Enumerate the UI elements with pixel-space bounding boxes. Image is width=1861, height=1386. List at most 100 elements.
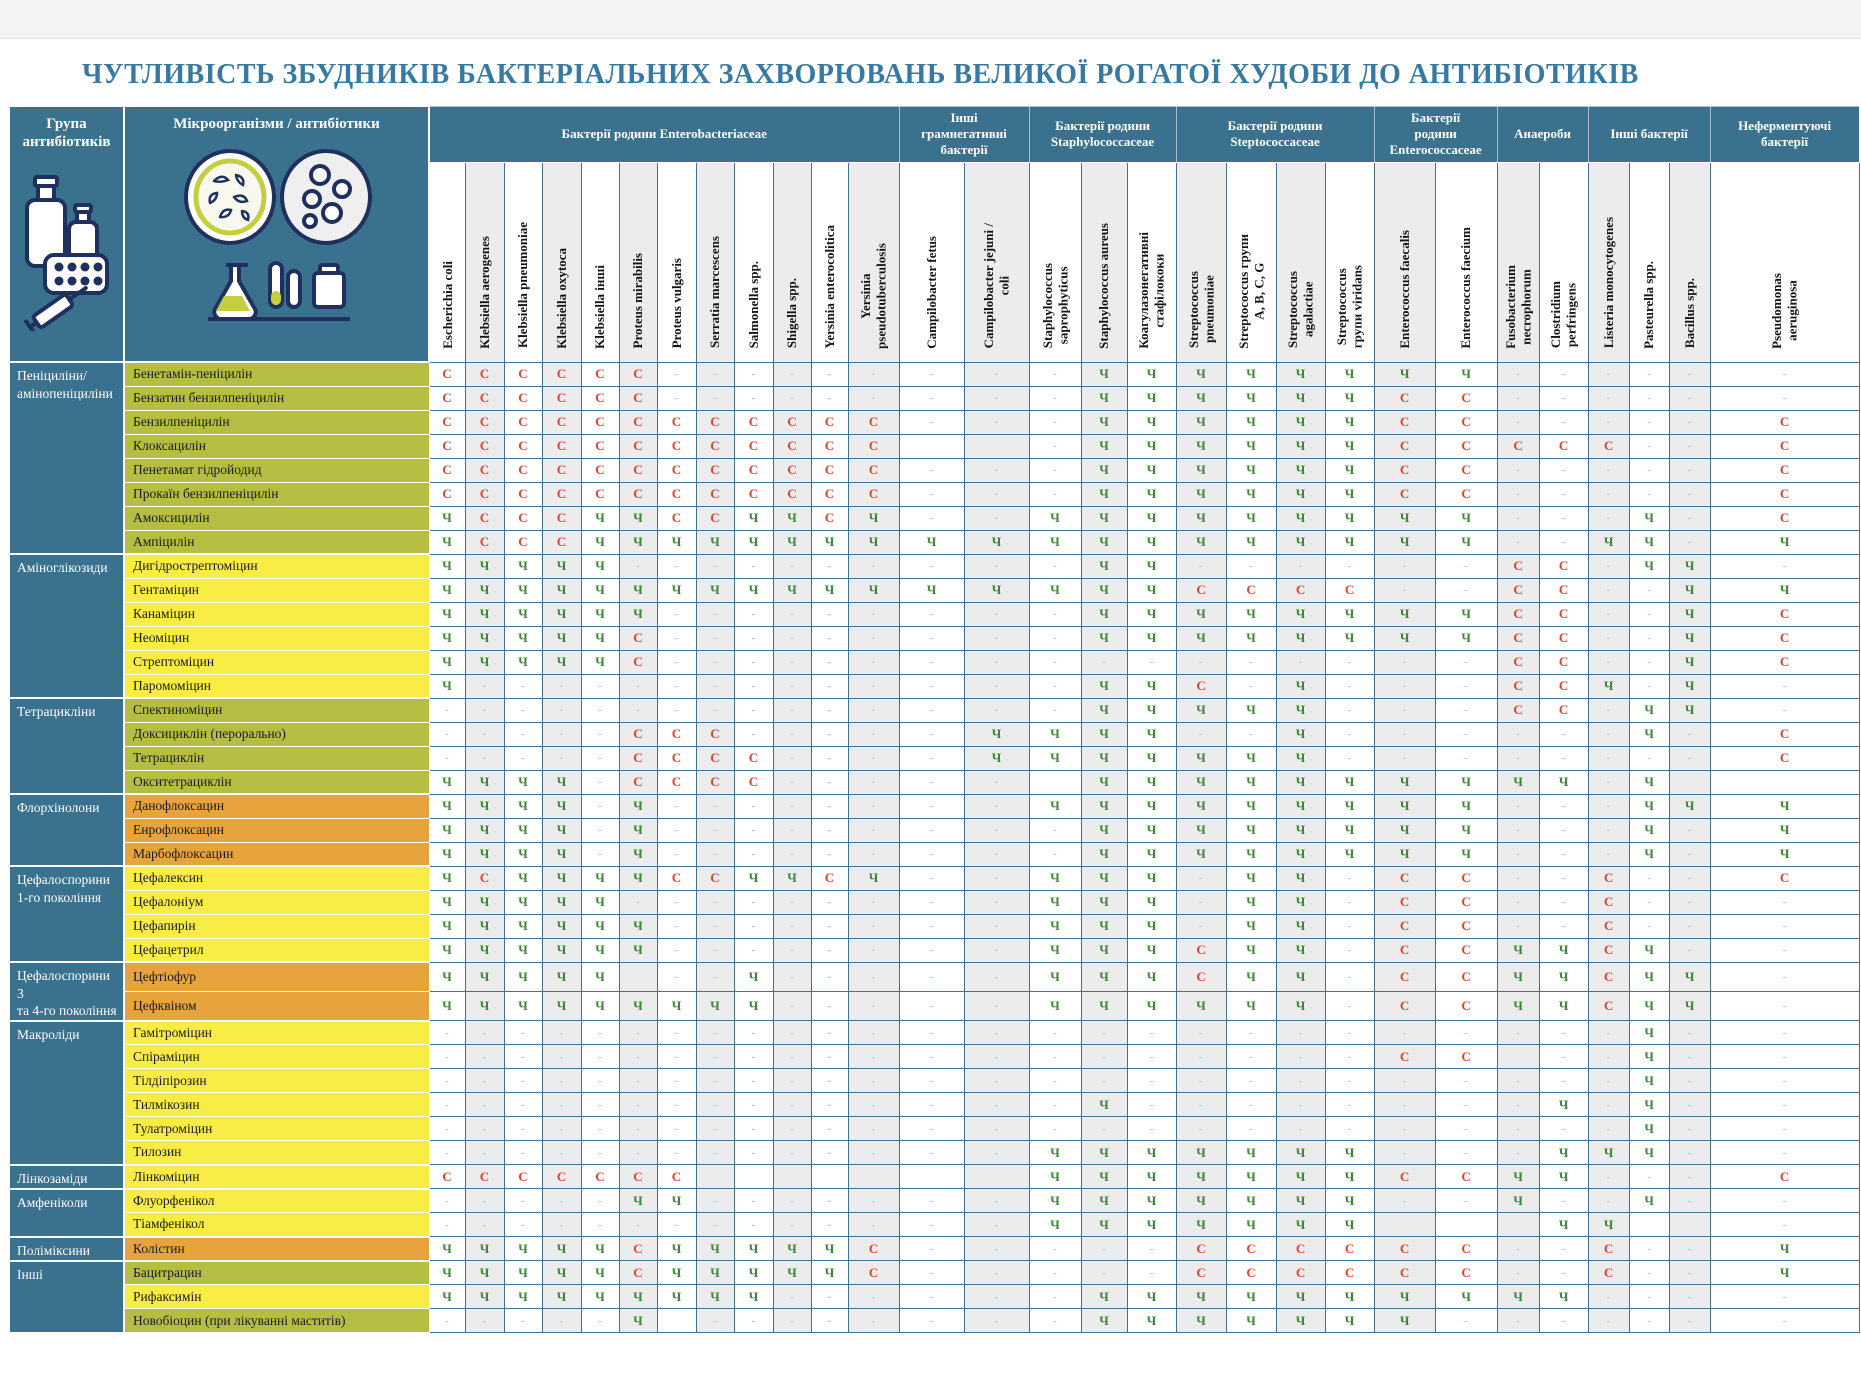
sensitivity-cell: - — [1668, 1164, 1711, 1190]
sensitivity-cell: - — [1434, 697, 1498, 723]
sensitivity-cell: - — [580, 1140, 620, 1166]
sensitivity-cell: Ч — [503, 793, 543, 819]
sensitivity-cell: - — [1668, 1284, 1711, 1310]
bacteria-name-label: Streptococcus групи A, B, C, G — [1235, 233, 1267, 349]
sensitivity-cell: С — [503, 361, 543, 387]
sensitivity-cell: - — [1668, 841, 1711, 867]
sensitivity-cell: - — [1126, 1116, 1177, 1142]
sensitivity-cell: - — [1126, 649, 1177, 675]
sensitivity-cell: - — [1709, 673, 1860, 699]
sensitivity-cell: Ч — [1275, 793, 1326, 819]
bacteria-column-header: Pseudomonas aeruginosa — [1709, 161, 1860, 363]
sensitivity-cell: С — [1275, 1236, 1326, 1262]
sensitivity-cell: Ч — [1225, 601, 1277, 627]
sensitivity-cell: - — [1587, 577, 1630, 603]
antibiotic-name: Клоксацилін — [123, 433, 430, 459]
sensitivity-cell: Ч — [1275, 1188, 1326, 1214]
sensitivity-cell: С — [1709, 457, 1860, 483]
sensitivity-cell: - — [580, 745, 620, 771]
sensitivity-cell: - — [1496, 817, 1540, 843]
sensitivity-cell: Ч — [1126, 1212, 1177, 1238]
sensitivity-cell: - — [503, 1116, 543, 1142]
sensitivity-cell: - — [733, 913, 774, 939]
sensitivity-cell: Ч — [1538, 1212, 1589, 1238]
sensitivity-cell: - — [1709, 913, 1860, 939]
sensitivity-cell: - — [1628, 577, 1670, 603]
sensitivity-cell: - — [1324, 961, 1375, 992]
sensitivity-cell: - — [1126, 1260, 1177, 1286]
sensitivity-cell: - — [963, 625, 1030, 651]
sensitivity-cell: Ч — [1434, 529, 1498, 555]
sensitivity-cell: - — [898, 937, 965, 963]
sensitivity-cell: - — [772, 990, 812, 1022]
sensitivity-cell: Ч — [1628, 721, 1670, 747]
sensitivity-cell: Ч — [1175, 481, 1227, 507]
sensitivity-cell: Ч — [428, 841, 466, 867]
sensitivity-cell — [1709, 769, 1860, 795]
sensitivity-cell: С — [1496, 433, 1540, 459]
sensitivity-cell: Ч — [580, 865, 620, 891]
sensitivity-cell: С — [1496, 673, 1540, 699]
sensitivity-cell — [898, 1164, 965, 1190]
sensitivity-cell: - — [1028, 1260, 1082, 1286]
sensitivity-cell: - — [656, 673, 697, 699]
sensitivity-cell: - — [1668, 865, 1711, 891]
bacteria-name-label: Clostridium perfringens — [1548, 281, 1579, 349]
bacteria-name-row: Escherichia coli Klebsiella aerogenes Kleb… — [9, 161, 1860, 363]
sensitivity-cell: Ч — [1275, 961, 1326, 992]
sensitivity-cell: С — [464, 433, 505, 459]
bacteria-name-label: Yersinia pseudotuberculosis — [858, 242, 889, 349]
sensitivity-cell: Ч — [580, 529, 620, 555]
sensitivity-cell: Ч — [1628, 793, 1670, 819]
sensitivity-cell: - — [898, 817, 965, 843]
sensitivity-cell: С — [1434, 457, 1498, 483]
sensitivity-cell: Ч — [1225, 865, 1277, 891]
sensitivity-cell: Ч — [1175, 697, 1227, 723]
sensitivity-cell: Ч — [1324, 433, 1375, 459]
sensitivity-cell: - — [772, 889, 812, 915]
sensitivity-cell: - — [464, 1068, 505, 1094]
sensitivity-cell: С — [656, 505, 697, 531]
sensitivity-cell: Ч — [1668, 553, 1711, 579]
antibiotic-row: Флорхінолони Данофлоксацин Ч Ч Ч Ч - Ч - - - - - - - - Ч… — [8, 793, 1860, 867]
sensitivity-cell: Ч — [1373, 841, 1436, 867]
sensitivity-cell: Ч — [1628, 990, 1670, 1022]
sensitivity-cell: - — [847, 769, 900, 795]
sensitivity-cell: Ч — [1225, 1140, 1277, 1166]
sensitivity-cell: - — [580, 1308, 620, 1334]
sensitivity-cell: Ч — [428, 990, 466, 1022]
sensitivity-cell: С — [1587, 889, 1630, 915]
sensitivity-cell: Ч — [503, 649, 543, 675]
sensitivity-cell: - — [1496, 1140, 1540, 1166]
sensitivity-cell: - — [1668, 505, 1711, 531]
sensitivity-cell: - — [464, 1020, 505, 1046]
sensitivity-cell: Ч — [464, 769, 505, 795]
sensitivity-cell: - — [464, 1092, 505, 1118]
sensitivity-cell: - — [1628, 481, 1670, 507]
sensitivity-cell: - — [1587, 697, 1630, 723]
sensitivity-cell: Ч — [1225, 793, 1277, 819]
sensitivity-cell: - — [1496, 1068, 1540, 1094]
sensitivity-cell: - — [898, 913, 965, 939]
sensitivity-cell: Ч — [1080, 865, 1128, 891]
sensitivity-cell: Ч — [541, 601, 582, 627]
bacteria-column-header: Fusobacterium necrophorum — [1496, 161, 1540, 363]
sensitivity-cell: - — [810, 961, 849, 992]
sensitivity-cell: - — [695, 1308, 735, 1334]
sensitivity-cell: Ч — [1275, 625, 1326, 651]
sensitivity-cell: Ч — [1275, 937, 1326, 963]
sensitivity-cell — [1628, 1212, 1670, 1238]
sensitivity-cell: - — [898, 1020, 965, 1046]
sensitivity-cell: - — [1709, 961, 1860, 992]
sensitivity-cell: Ч — [503, 865, 543, 891]
sensitivity-cell: С — [1175, 1236, 1227, 1262]
sensitivity-cell: Ч — [1028, 937, 1082, 963]
sensitivity-cell: - — [1587, 625, 1630, 651]
sensitivity-cell: - — [1496, 385, 1540, 411]
sensitivity-cell: - — [963, 889, 1030, 915]
sensitivity-cell: С — [541, 457, 582, 483]
sensitivity-cell: - — [503, 745, 543, 771]
sensitivity-cell: - — [898, 889, 965, 915]
sensitivity-cell: - — [1538, 505, 1589, 531]
sensitivity-cell: Ч — [503, 817, 543, 843]
